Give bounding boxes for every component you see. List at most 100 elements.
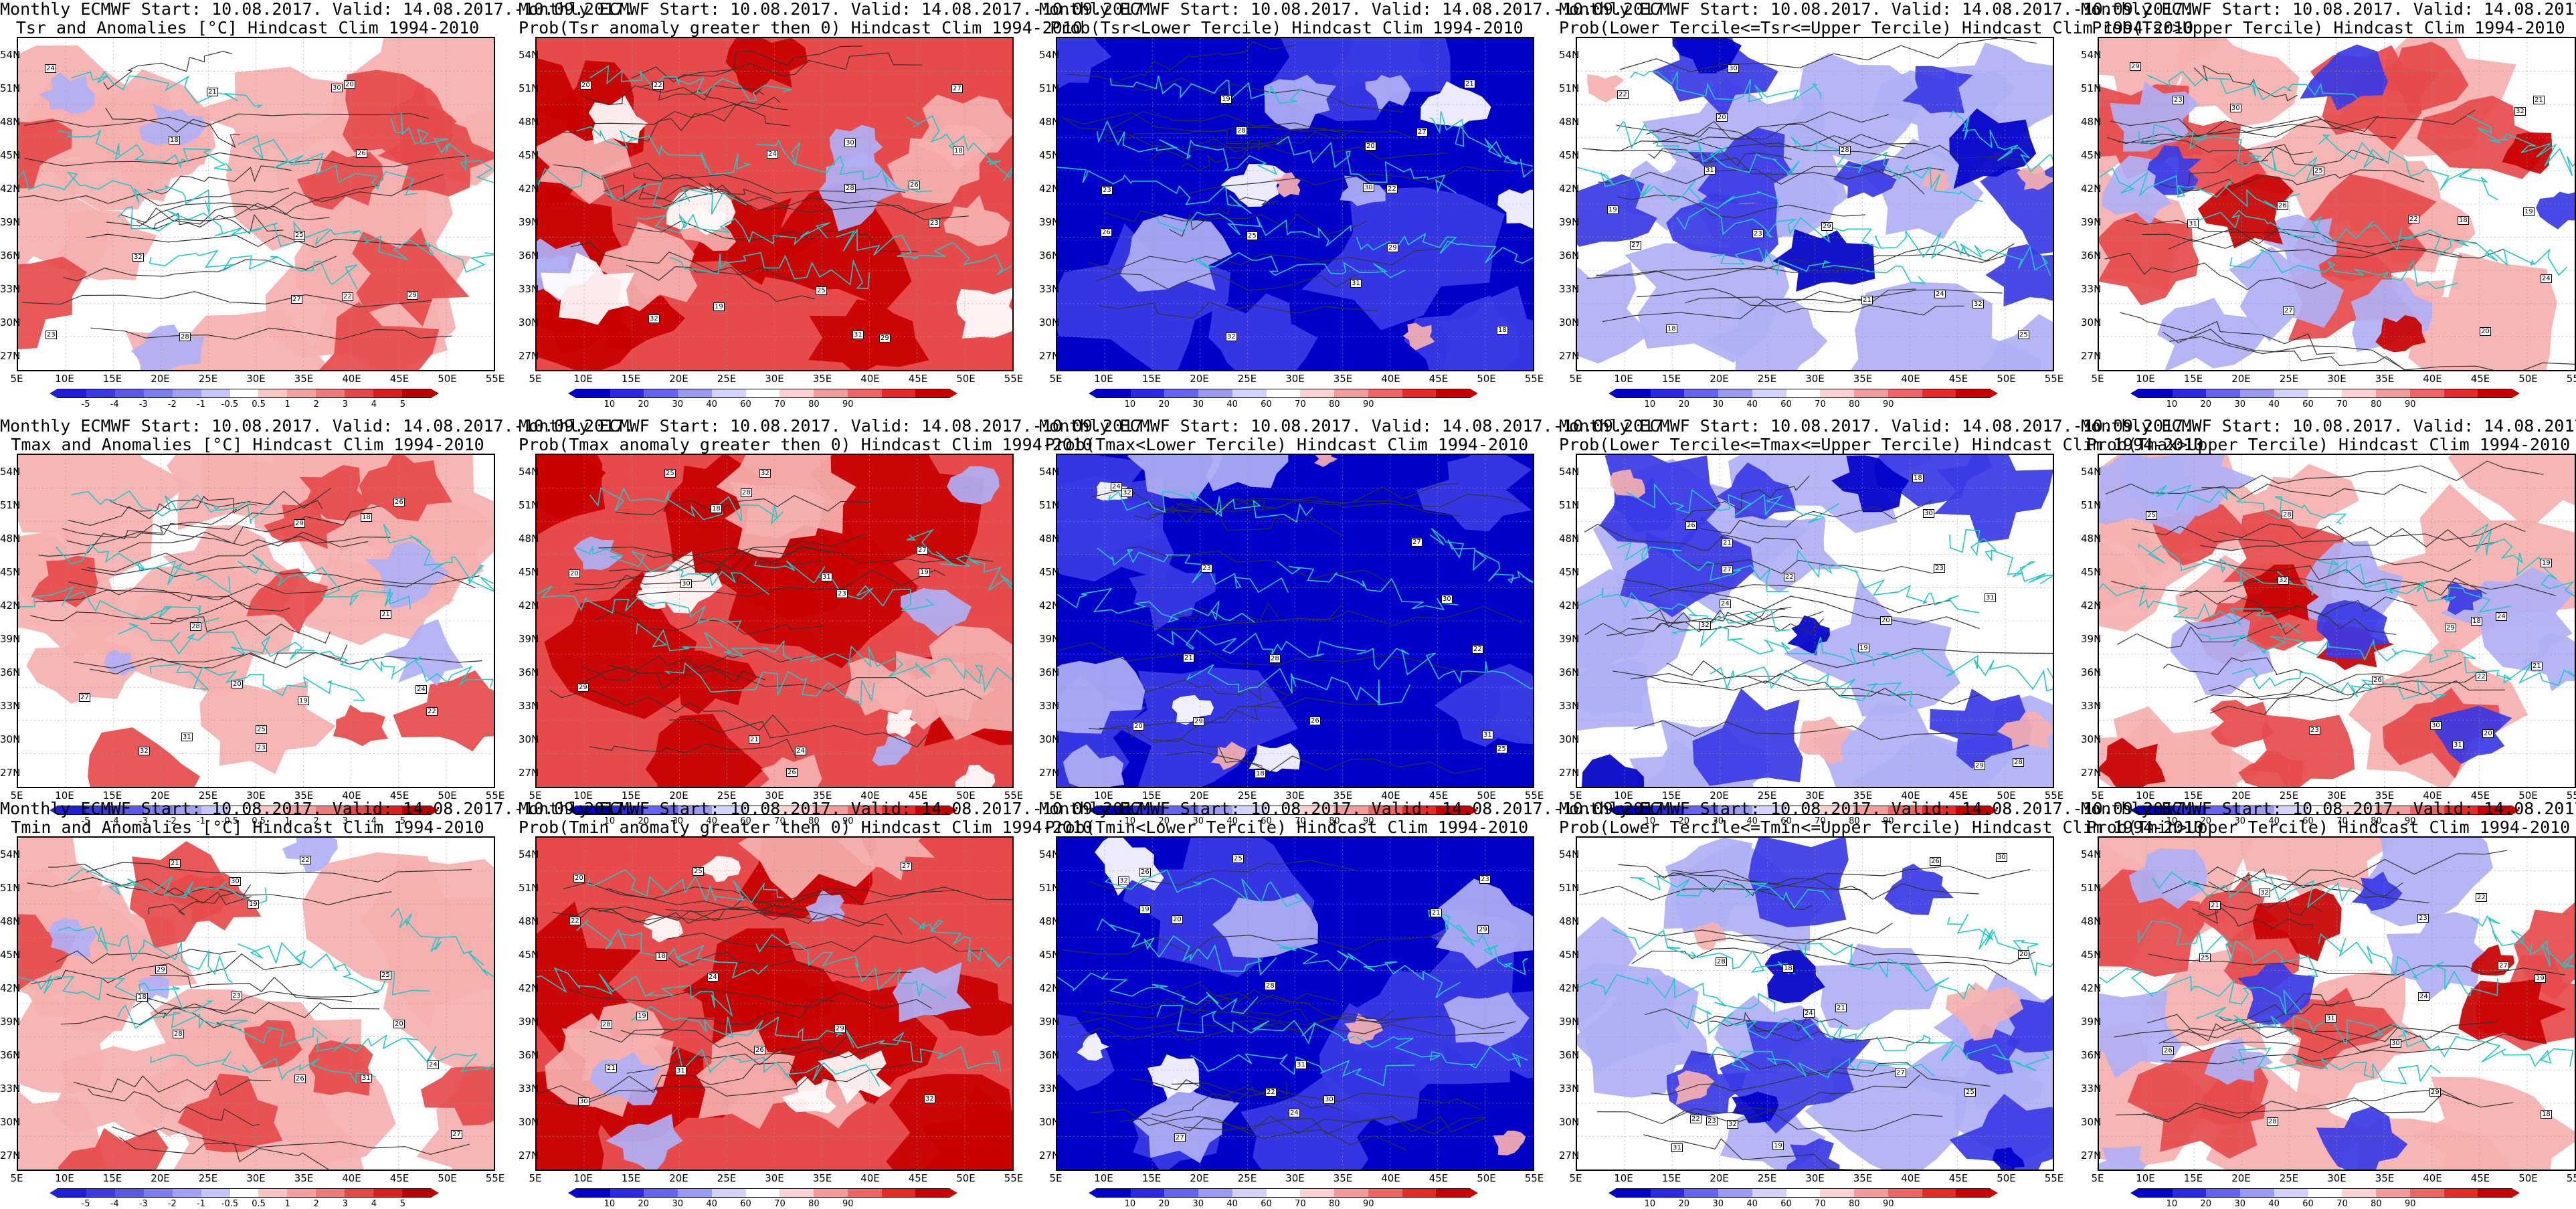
colorbar-swatch [814,1189,848,1197]
isotherm-contour [668,952,912,978]
colorbar [568,806,957,815]
coastline [2318,559,2512,614]
station-value-label: 20 [1880,616,1892,625]
station-value-label: 32 [1226,333,1237,341]
lon-tick-label: 55E [2566,373,2576,385]
station-value-label: 20 [2480,327,2491,336]
panel-title-line1: Monthly ECMWF Start: 10.08.2017. Valid: … [1559,0,2194,19]
station-value-label: 21 [606,1064,617,1073]
lon-tick-label: 15E [1141,789,1162,802]
colorbar-swatch [1684,1189,1719,1197]
isotherm-contour [1631,923,1893,964]
lat-tick-label: 27N [1559,767,1580,779]
lon-tick-label: 20E [151,373,170,385]
lat-tick-label: 54N [2081,848,2102,860]
station-value-label: 24 [1720,599,1731,608]
colorbar-swatch [1130,389,1165,397]
map-panel-tsr-lower: Monthly ECMWF Start: 10.08.2017. Valid: … [1039,0,1673,409]
field-shade [1365,74,1411,112]
lat-tick-label: 33N [519,283,539,295]
field-shade [1077,1032,1109,1061]
lat-tick-label: 54N [0,466,21,478]
colorbar-swatch [814,806,848,814]
lat-tick-label: 27N [1559,1149,1580,1161]
coastline [631,1006,844,1042]
colorbar-tick-label: 60 [2302,816,2314,826]
colorbar-swatch [2172,806,2207,814]
isotherm-contour [86,862,472,882]
field-shade [1997,711,2053,750]
colorbar-swatch [258,389,288,397]
station-value-label: 19 [1139,905,1151,914]
field-shade [1301,187,1505,331]
lon-tick-label: 35E [2375,789,2395,802]
lon-tick-label: 45E [908,373,928,385]
map-svg [1577,38,2053,370]
field-shade [319,302,440,370]
field-shade [2237,963,2315,1026]
isotherm-contour [1697,1053,1991,1087]
station-value-label: 23 [836,589,848,598]
colorbar-swatch [2342,1189,2377,1197]
coastline [1276,135,1457,194]
panel-title-line1: Monthly ECMWF Start: 10.08.2017. Valid: … [0,416,635,436]
isotherm-contour [553,163,906,194]
coastline [1156,629,1366,658]
station-value-label: 19 [1772,1141,1784,1150]
coastline [317,650,494,688]
station-value-label: 23 [256,743,267,752]
lon-tick-label: 5E [1049,373,1063,385]
isotherm-contour [18,187,289,206]
colorbar-swatch [745,389,780,397]
map-field: 22 19 25 27 32 23 18 29 20 31 21 24 26 28 [17,454,495,788]
isotherm-contour [608,191,969,220]
isotherm-contour [118,505,381,553]
isotherm-contour [81,566,476,589]
station-value-label: 24 [428,1060,439,1069]
lat-tick-label: 42N [519,982,539,994]
coastline [1429,111,1533,178]
isotherm-contour [1597,1109,1943,1132]
colorbar-swatch [1888,1189,1922,1197]
station-value-label: 25 [2199,953,2211,962]
field-shade [2316,1106,2408,1170]
field-shade [383,921,494,1075]
coastline [1626,482,1839,524]
isotherm-contour [2217,523,2498,548]
station-value-label: 18 [169,136,180,145]
lon-tick-label: 5E [1049,1172,1063,1184]
colorbar-tick-label: -1 [196,816,205,826]
isotherm-contour [2210,669,2485,715]
station-value-label: 31 [675,1066,686,1075]
isotherm-contour [2142,227,2478,248]
lat-tick-label: 48N [519,915,539,927]
coastline [1630,875,1831,909]
station-value-label: 24 [1934,290,1946,298]
lat-tick-label: 54N [519,49,539,61]
station-value-label: 22 [1265,1088,1277,1097]
coastline [2398,229,2568,276]
colorbar-tick-label: 20 [2200,399,2212,409]
colorbar-tick-label: 2 [313,816,319,826]
field-shade [1057,455,1165,555]
lon-tick-label: 10E [2136,789,2155,802]
coastline [909,917,1012,968]
coastline [1276,561,1459,611]
lon-tick-label: 45E [2470,1172,2490,1184]
isotherm-contour [2118,110,2476,145]
colorbar-tick-label: 60 [740,399,751,409]
lat-tick-label: 54N [1039,49,1060,61]
colorbar-swatch [2240,806,2274,814]
station-value-label: 31 [821,573,832,581]
colorbar-swatch [779,806,814,814]
lon-tick-label: 15E [1661,789,1681,802]
lat-tick-label: 51N [2081,499,2102,511]
isotherm-contour [563,882,959,903]
station-value-label: 29 [2445,624,2456,632]
field-shade [1416,455,1532,532]
field-shade [2351,871,2403,911]
station-value-label: 25 [1496,745,1507,753]
lon-tick-label: 15E [1141,373,1162,385]
colorbar-tick-label: 10 [604,399,616,409]
field-shade [773,980,938,1105]
